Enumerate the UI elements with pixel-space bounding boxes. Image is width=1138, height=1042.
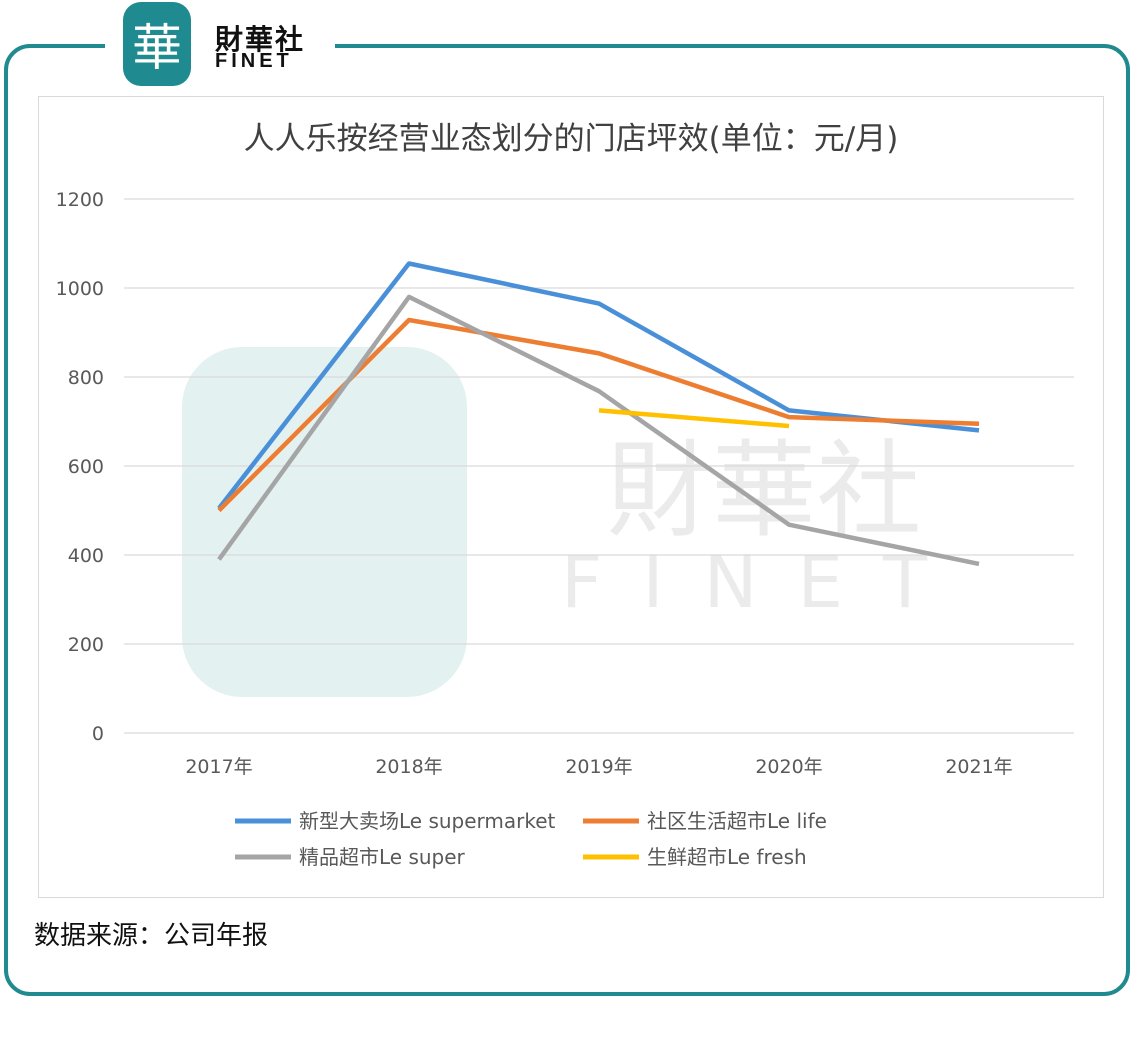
legend: 新型大卖场Le supermarket 社区生活超市Le life 精品超市Le s… xyxy=(235,809,827,869)
y-tick-label: 400 xyxy=(68,545,104,567)
chart-panel: 人人乐按经营业态划分的门店坪效(单位：元/月) 財華社 FINET 0 200 400… xyxy=(38,96,1104,898)
x-tick-label: 2019年 xyxy=(565,756,632,778)
y-tick-label: 600 xyxy=(68,456,104,478)
watermark-en: FINET xyxy=(561,540,967,624)
y-tick-label: 0 xyxy=(92,723,104,745)
series-line-2 xyxy=(217,294,980,567)
watermark-badge xyxy=(182,347,467,697)
watermark-cn: 財華社 xyxy=(606,430,921,552)
x-tick-label: 2017年 xyxy=(185,756,252,778)
y-tick-label: 800 xyxy=(68,367,104,389)
series-line-3 xyxy=(598,408,790,429)
legend-label: 精品超市Le super xyxy=(299,845,466,869)
y-tick-label: 1000 xyxy=(56,278,104,300)
x-tick-label: 2020年 xyxy=(755,756,822,778)
brand-name-en: FINET xyxy=(215,50,293,72)
legend-label: 生鲜超市Le fresh xyxy=(647,845,807,869)
source-note: 数据来源：公司年报 xyxy=(34,921,269,951)
series-lines xyxy=(217,261,980,567)
x-tick-label: 2021年 xyxy=(945,756,1012,778)
y-axis-ticks: 0 200 400 600 800 1000 1200 xyxy=(56,189,104,745)
gridlines xyxy=(124,198,1074,734)
y-tick-label: 1200 xyxy=(56,189,104,211)
brand-mark: 華 xyxy=(123,2,191,86)
legend-label: 新型大卖场Le supermarket xyxy=(299,809,556,833)
x-axis-ticks: 2017年 2018年 2019年 2020年 2021年 xyxy=(185,756,1012,778)
brand-logo: 華 財華社 FINET xyxy=(105,0,335,90)
y-tick-label: 200 xyxy=(68,634,104,656)
x-tick-label: 2018年 xyxy=(375,756,442,778)
legend-label: 社区生活超市Le life xyxy=(647,809,827,833)
brand-name-cn: 財華社 xyxy=(215,23,306,56)
chart-title: 人人乐按经营业态划分的门店坪效(单位：元/月) xyxy=(244,121,899,157)
